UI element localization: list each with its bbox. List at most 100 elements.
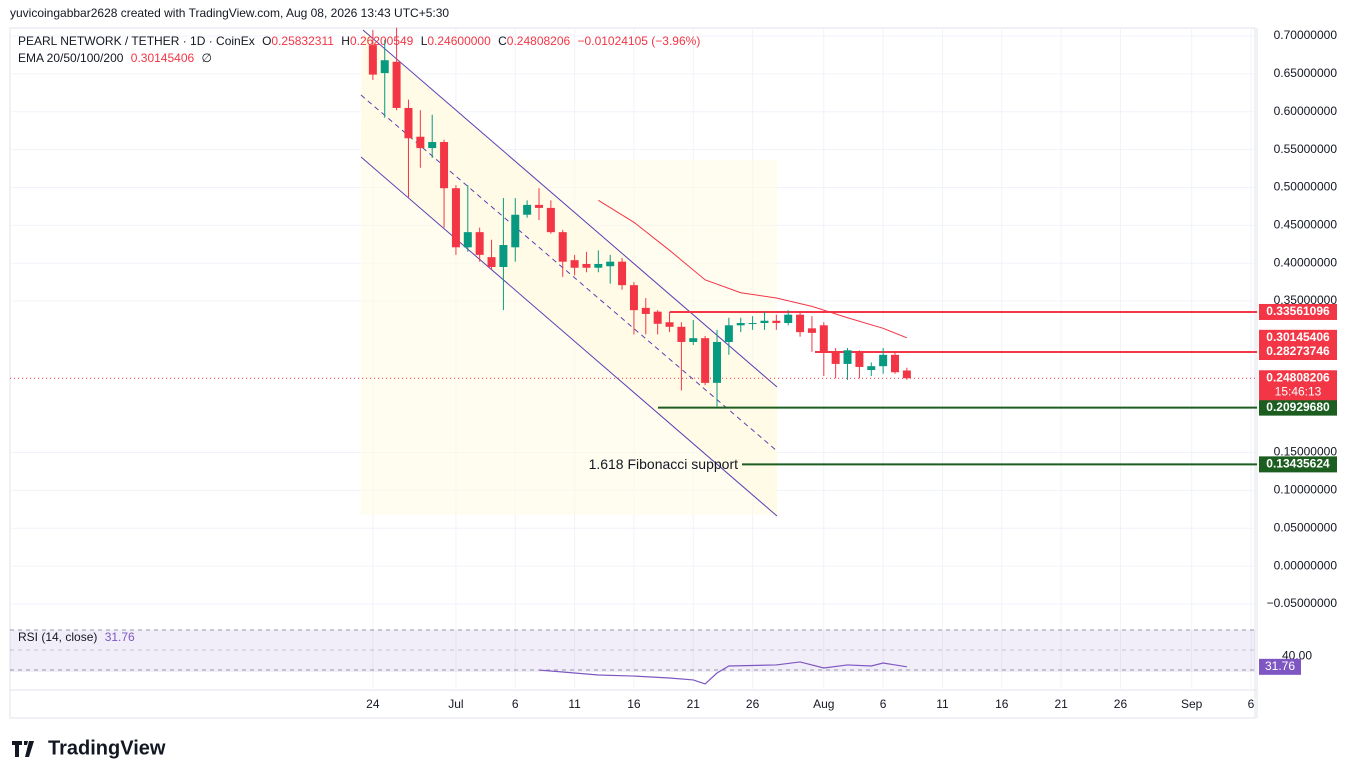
y-tick-label: 0.40000000 xyxy=(1274,255,1338,269)
candle-body xyxy=(380,60,389,74)
candle-body xyxy=(523,204,532,215)
candle-body xyxy=(511,214,520,248)
y-tick-label: 0.45000000 xyxy=(1274,218,1338,232)
price-badge xyxy=(1259,456,1337,473)
x-tick-label: 6 xyxy=(1248,697,1255,711)
candle xyxy=(368,29,377,80)
x-tick-label: 16 xyxy=(627,697,641,711)
price-badge xyxy=(1259,344,1337,361)
candle xyxy=(535,188,543,221)
candle xyxy=(463,185,472,252)
candle xyxy=(499,198,508,311)
candle-body xyxy=(594,263,603,268)
candle-body xyxy=(416,136,425,149)
candle xyxy=(879,348,888,374)
candle xyxy=(546,200,555,234)
candle xyxy=(796,311,805,337)
logo-icon xyxy=(12,741,34,757)
rsi-band xyxy=(10,630,1255,672)
o-label: O xyxy=(262,34,271,48)
candle xyxy=(819,322,828,377)
header: PEARL NETWORK / TETHER · 1D · CoinEx O0.… xyxy=(18,34,700,48)
y-tick-label: −0.05000000 xyxy=(1267,596,1338,610)
x-tick-label: 26 xyxy=(1114,697,1128,711)
ema-symbol: ∅ xyxy=(202,51,212,65)
candle-body xyxy=(736,323,745,326)
candle xyxy=(701,335,710,386)
price-badge-label: 0.30145406 xyxy=(1266,330,1330,344)
candle xyxy=(653,310,662,335)
candle-body xyxy=(392,61,401,108)
candle-body xyxy=(440,142,449,189)
x-tick-label: 6 xyxy=(512,697,519,711)
x-tick-label: 11 xyxy=(936,697,949,711)
candle-body xyxy=(451,188,460,248)
candle-body xyxy=(558,232,567,262)
author-line: yuvicoingabbar2628 created with TradingV… xyxy=(10,6,449,20)
candle-body xyxy=(368,45,377,75)
price-badge-label: 0.20929680 xyxy=(1266,400,1330,414)
y-tick-label: 0.05000000 xyxy=(1274,520,1338,534)
candle xyxy=(629,282,638,335)
y-tick-label: 0.50000000 xyxy=(1274,180,1338,194)
candle xyxy=(570,254,579,276)
ema-line xyxy=(598,199,908,339)
candle xyxy=(855,350,864,379)
y-tick-label: 0.10000000 xyxy=(1274,483,1338,497)
candle xyxy=(428,114,437,158)
candle xyxy=(724,317,733,355)
x-tick-label: 26 xyxy=(746,697,760,711)
rsi-line xyxy=(538,661,907,685)
candle-body xyxy=(760,320,769,324)
candle xyxy=(404,99,413,198)
x-tick-label: 16 xyxy=(995,697,1009,711)
candle-body xyxy=(701,338,710,383)
price-badge xyxy=(1259,370,1337,401)
candle-body xyxy=(475,232,484,255)
price-badge xyxy=(1259,303,1337,320)
candle-body xyxy=(629,285,638,311)
price-badge xyxy=(1259,399,1337,416)
candle-body xyxy=(891,354,899,373)
x-tick-label: Aug xyxy=(813,697,834,711)
candle xyxy=(843,348,852,380)
x-tick-label: Jul xyxy=(448,697,463,711)
candle xyxy=(618,257,627,290)
logo-text: TradingView xyxy=(48,737,166,759)
candle-body xyxy=(487,257,496,267)
price-badge-label: 0.33561096 xyxy=(1266,304,1330,318)
o-value: 0.25832311 xyxy=(271,34,334,48)
candle xyxy=(807,316,816,352)
candle xyxy=(748,316,757,330)
channel-upper xyxy=(362,29,778,388)
candle-body xyxy=(748,323,757,325)
ema-legend: EMA 20/50/100/200 0.30145406 ∅ xyxy=(18,51,212,65)
candle xyxy=(511,198,520,262)
candle-body xyxy=(879,354,888,367)
candle-body xyxy=(665,322,674,327)
candle-body xyxy=(689,338,698,342)
y-tick-label: 0.70000000 xyxy=(1274,28,1338,42)
candle-body xyxy=(618,261,627,286)
candle-body xyxy=(724,325,733,342)
candle xyxy=(606,254,615,284)
candle-body xyxy=(677,326,686,342)
x-tick-label: 6 xyxy=(880,697,887,711)
rsi-badge xyxy=(1259,658,1301,675)
price-badge-label: 0.24808206 xyxy=(1266,370,1330,384)
candle-body xyxy=(535,204,543,208)
channel-lower xyxy=(360,156,778,517)
candle-body xyxy=(499,245,508,267)
candle xyxy=(867,362,876,377)
y-tick-label: 0.00000000 xyxy=(1274,558,1338,572)
h-value: 0.26200549 xyxy=(350,34,414,48)
candle xyxy=(736,317,745,333)
candle xyxy=(677,322,686,391)
candle-body xyxy=(463,232,472,248)
candle-body xyxy=(653,311,662,324)
candle xyxy=(760,311,769,330)
candle xyxy=(392,27,401,111)
change: −0.01024105 (−3.96%) xyxy=(578,34,701,48)
